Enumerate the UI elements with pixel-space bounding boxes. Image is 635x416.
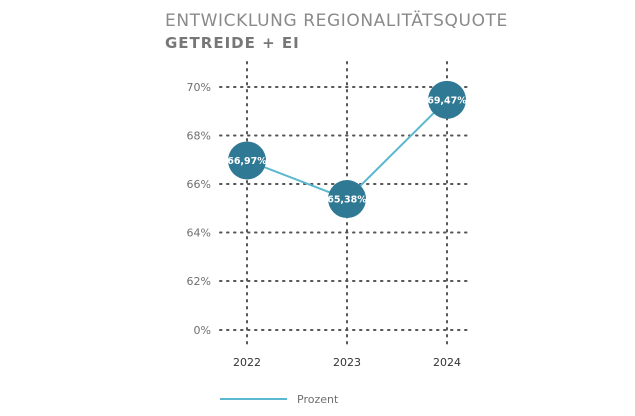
legend: Prozent [220,393,339,406]
x-tick-label: 2023 [333,356,361,369]
x-tick-label: 2022 [233,356,261,369]
chart-subtitle: GETREIDE + EI [165,34,300,52]
series-prozent: 66,97% 65,38% 69,47% [227,80,467,219]
chart-title-block: ENTWICKLUNG REGIONALITÄTSQUOTE GETREIDE … [165,10,508,54]
y-tick-label: 68% [187,130,211,143]
y-tick-label: 0% [194,324,211,337]
data-point-marker [328,180,366,219]
x-axis: 2022 2023 2024 [233,356,461,369]
y-tick-label: 70% [187,81,211,94]
y-tick-label: 64% [187,227,211,240]
chart-title: ENTWICKLUNG REGIONALITÄTSQUOTE [165,11,508,31]
data-point-marker [228,141,266,180]
data-label: 65,38% [327,195,367,206]
x-tick-label: 2024 [433,356,461,369]
legend-label-prozent: Prozent [297,393,339,406]
y-axis: 0% 62% 64% 66% 68% 70% [187,81,211,337]
data-point-marker [428,80,466,119]
y-tick-label: 62% [187,275,211,288]
data-label: 69,47% [427,95,467,106]
data-label: 66,97% [227,156,267,167]
y-tick-label: 66% [187,178,211,191]
